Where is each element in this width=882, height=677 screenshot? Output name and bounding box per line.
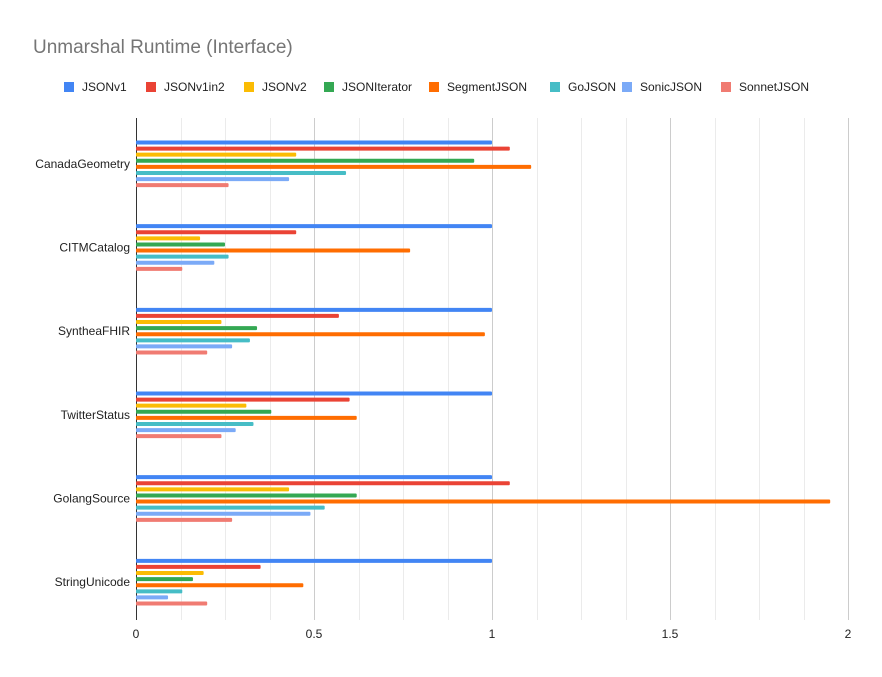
bar-sonicjson-twitterstatus xyxy=(136,428,236,433)
bar-jsonv1-stringunicode xyxy=(136,558,492,563)
bar-sonicjson-canadageometry xyxy=(136,177,290,182)
bar-sonnetjson-citmcatalog xyxy=(136,266,183,271)
bar-jsonv2-twitterstatus xyxy=(136,403,247,408)
legend: JSONv1 JSONv1in2 JSONv2 JSONIterator Segment… xyxy=(64,80,809,94)
category-labels: CanadaGeometry CITMCatalog SyntheaFHIR Twit… xyxy=(35,157,130,589)
legend-label-jsonv2: JSONv2 xyxy=(262,80,307,94)
bar-jsonv2-golangsource xyxy=(136,487,290,492)
legend-swatch-jsonv1in2 xyxy=(146,82,156,92)
category-label: TwitterStatus xyxy=(61,408,130,422)
chart-title: Unmarshal Runtime (Interface) xyxy=(33,37,293,58)
category-label: SyntheaFHIR xyxy=(58,324,130,338)
bar-sonicjson-stringunicode xyxy=(136,595,169,600)
bar-jsoniterator-canadageometry xyxy=(136,158,475,163)
bar-sonnetjson-golangsource xyxy=(136,517,233,522)
legend-label-sonicjson: SonicJSON xyxy=(640,80,702,94)
bar-jsonv1in2-citmcatalog xyxy=(136,230,297,235)
bar-jsonv1-citmcatalog xyxy=(136,224,492,229)
legend-swatch-segmentjson xyxy=(429,82,439,92)
bar-gojson-golangsource xyxy=(136,505,325,510)
x-tick-labels: 0 0.5 1 1.5 2 xyxy=(133,627,852,641)
bar-sonicjson-citmcatalog xyxy=(136,260,215,265)
legend-swatch-jsoniterator xyxy=(324,82,334,92)
bar-sonnetjson-canadageometry xyxy=(136,183,229,188)
bar-jsonv2-citmcatalog xyxy=(136,236,201,241)
legend-label-jsonv1in2: JSONv1in2 xyxy=(164,80,225,94)
bar-jsoniterator-twitterstatus xyxy=(136,409,272,414)
legend-swatch-jsonv1 xyxy=(64,82,74,92)
bar-sonicjson-syntheafhir xyxy=(136,344,233,349)
legend-label-jsoniterator: JSONIterator xyxy=(342,80,412,94)
x-tick-label: 1 xyxy=(489,627,496,641)
bar-jsonv1in2-canadageometry xyxy=(136,146,510,151)
bar-jsonv2-canadageometry xyxy=(136,152,297,157)
legend-swatch-gojson xyxy=(550,82,560,92)
legend-label-segmentjson: SegmentJSON xyxy=(447,80,527,94)
bar-segmentjson-canadageometry xyxy=(136,164,532,169)
bar-sonnetjson-twitterstatus xyxy=(136,434,222,439)
bar-segmentjson-syntheafhir xyxy=(136,332,485,337)
bar-segmentjson-golangsource xyxy=(136,499,831,504)
bar-jsoniterator-stringunicode xyxy=(136,577,193,582)
bar-jsonv1-syntheafhir xyxy=(136,307,492,312)
bar-gojson-citmcatalog xyxy=(136,254,229,259)
bar-segmentjson-twitterstatus xyxy=(136,415,357,420)
legend-swatch-sonnetjson xyxy=(721,82,731,92)
bar-gojson-canadageometry xyxy=(136,170,347,175)
bar-sonicjson-golangsource xyxy=(136,511,311,516)
x-tick-label: 2 xyxy=(845,627,852,641)
category-label: StringUnicode xyxy=(55,575,131,589)
bar-gojson-syntheafhir xyxy=(136,338,250,343)
legend-swatch-sonicjson xyxy=(622,82,632,92)
bar-jsonv2-stringunicode xyxy=(136,571,204,576)
legend-label-sonnetjson: SonnetJSON xyxy=(739,80,809,94)
x-tick-label: 1.5 xyxy=(662,627,679,641)
x-tick-label: 0.5 xyxy=(306,627,323,641)
bar-gojson-twitterstatus xyxy=(136,421,254,426)
bar-jsonv1-canadageometry xyxy=(136,140,492,145)
category-label: CITMCatalog xyxy=(59,241,130,255)
bar-jsonv1in2-syntheafhir xyxy=(136,313,339,318)
legend-swatch-jsonv2 xyxy=(244,82,254,92)
gridlines xyxy=(136,118,849,620)
x-tick-label: 0 xyxy=(133,627,140,641)
bar-jsonv2-syntheafhir xyxy=(136,320,222,325)
bar-jsonv1in2-golangsource xyxy=(136,481,510,486)
bar-jsonv1in2-twitterstatus xyxy=(136,397,350,402)
bar-jsoniterator-syntheafhir xyxy=(136,326,258,331)
bar-gojson-stringunicode xyxy=(136,589,183,594)
bars xyxy=(136,140,831,606)
bar-segmentjson-citmcatalog xyxy=(136,248,411,253)
bar-jsonv1in2-stringunicode xyxy=(136,564,261,569)
bar-sonnetjson-syntheafhir xyxy=(136,350,208,355)
bar-segmentjson-stringunicode xyxy=(136,583,304,588)
bar-jsoniterator-golangsource xyxy=(136,493,357,498)
legend-label-jsonv1: JSONv1 xyxy=(82,80,127,94)
category-label: CanadaGeometry xyxy=(35,157,130,171)
legend-label-gojson: GoJSON xyxy=(568,80,616,94)
bar-jsoniterator-citmcatalog xyxy=(136,242,225,247)
bar-jsonv1-golangsource xyxy=(136,475,492,480)
category-label: GolangSource xyxy=(53,492,130,506)
bar-jsonv1-twitterstatus xyxy=(136,391,492,396)
bar-sonnetjson-stringunicode xyxy=(136,601,208,606)
